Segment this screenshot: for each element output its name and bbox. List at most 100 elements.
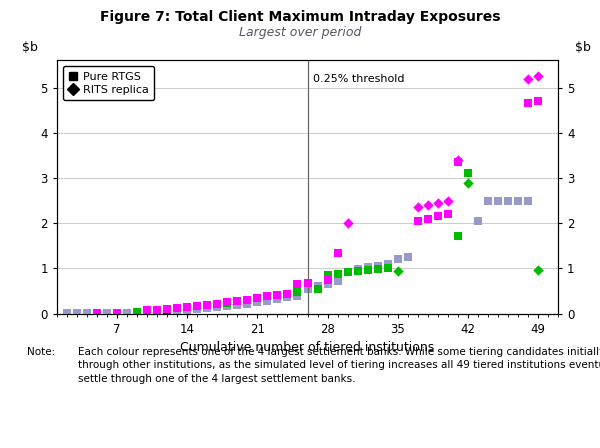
Point: [152, 308, 162, 315]
Point: [253, 295, 262, 302]
Point: [453, 159, 463, 166]
Point: [383, 265, 392, 272]
Point: [133, 308, 142, 315]
Point: [203, 302, 212, 309]
Point: [293, 280, 302, 288]
Point: [493, 197, 503, 204]
Point: [313, 285, 322, 293]
Point: [383, 260, 392, 267]
Point: [373, 262, 382, 269]
Point: [443, 211, 452, 218]
Point: [193, 305, 202, 312]
Point: [253, 294, 262, 302]
Point: [323, 276, 332, 283]
X-axis label: Cumulative number of tiered institutions: Cumulative number of tiered institutions: [181, 341, 434, 354]
Point: [242, 296, 252, 303]
Point: [182, 304, 192, 311]
Point: [263, 293, 272, 300]
Point: [413, 217, 422, 224]
Point: [272, 291, 282, 298]
Point: [293, 289, 302, 296]
Point: [323, 280, 332, 288]
Point: [393, 256, 403, 263]
Point: [142, 307, 152, 314]
Point: [253, 299, 262, 306]
Point: [363, 266, 373, 273]
Point: [433, 199, 443, 207]
Point: [163, 307, 172, 314]
Point: [112, 310, 122, 317]
Point: [423, 202, 433, 209]
Point: [172, 307, 182, 314]
Point: [523, 100, 533, 107]
Point: [133, 309, 142, 316]
Point: [523, 197, 533, 204]
Point: [163, 307, 172, 314]
Point: [513, 197, 523, 204]
Point: [483, 197, 493, 204]
Point: [433, 213, 443, 220]
Point: [223, 299, 232, 306]
Point: [212, 300, 222, 307]
Point: [413, 204, 422, 211]
Point: [353, 267, 362, 274]
Point: [152, 306, 162, 313]
Text: Each colour represents one of the 4 largest settlement banks. While some tiering: Each colour represents one of the 4 larg…: [78, 347, 600, 383]
Point: [403, 254, 413, 261]
Point: [503, 197, 512, 204]
Point: [523, 75, 533, 82]
Point: [533, 266, 543, 273]
Point: [283, 290, 292, 297]
Point: [333, 270, 343, 277]
Point: [343, 220, 352, 227]
Point: [233, 298, 242, 305]
Point: [193, 302, 202, 310]
Point: [333, 277, 343, 284]
Point: [92, 310, 102, 317]
Point: [303, 279, 313, 286]
Point: [62, 310, 72, 317]
Point: [203, 301, 212, 308]
Point: [353, 266, 362, 273]
Point: [272, 291, 282, 298]
Point: [233, 297, 242, 305]
Point: [233, 302, 242, 309]
Text: Note:: Note:: [27, 347, 55, 357]
Point: [163, 305, 172, 312]
Legend: Pure RTGS, RITS replica: Pure RTGS, RITS replica: [62, 66, 154, 100]
Point: [203, 304, 212, 311]
Point: [112, 309, 122, 316]
Point: [82, 310, 92, 317]
Point: [152, 306, 162, 314]
Point: [323, 271, 332, 279]
Point: [193, 303, 202, 310]
Point: [463, 169, 473, 176]
Point: [293, 292, 302, 299]
Point: [142, 307, 152, 314]
Point: [283, 290, 292, 297]
Text: $b: $b: [22, 41, 38, 54]
Point: [172, 304, 182, 311]
Point: [463, 179, 473, 186]
Point: [533, 98, 543, 105]
Point: [473, 217, 482, 224]
Point: [182, 306, 192, 313]
Point: [122, 309, 132, 316]
Text: $b: $b: [575, 41, 590, 54]
Point: [363, 264, 373, 271]
Point: [102, 310, 112, 317]
Point: [343, 268, 352, 275]
Point: [142, 309, 152, 316]
Point: [212, 301, 222, 308]
Point: [272, 296, 282, 303]
Point: [92, 310, 102, 317]
Point: [283, 294, 292, 301]
Point: [242, 300, 252, 307]
Point: [223, 302, 232, 310]
Point: [453, 156, 463, 164]
Point: [263, 297, 272, 305]
Point: [443, 197, 452, 204]
Point: [212, 303, 222, 310]
Point: [163, 306, 172, 313]
Point: [263, 293, 272, 300]
